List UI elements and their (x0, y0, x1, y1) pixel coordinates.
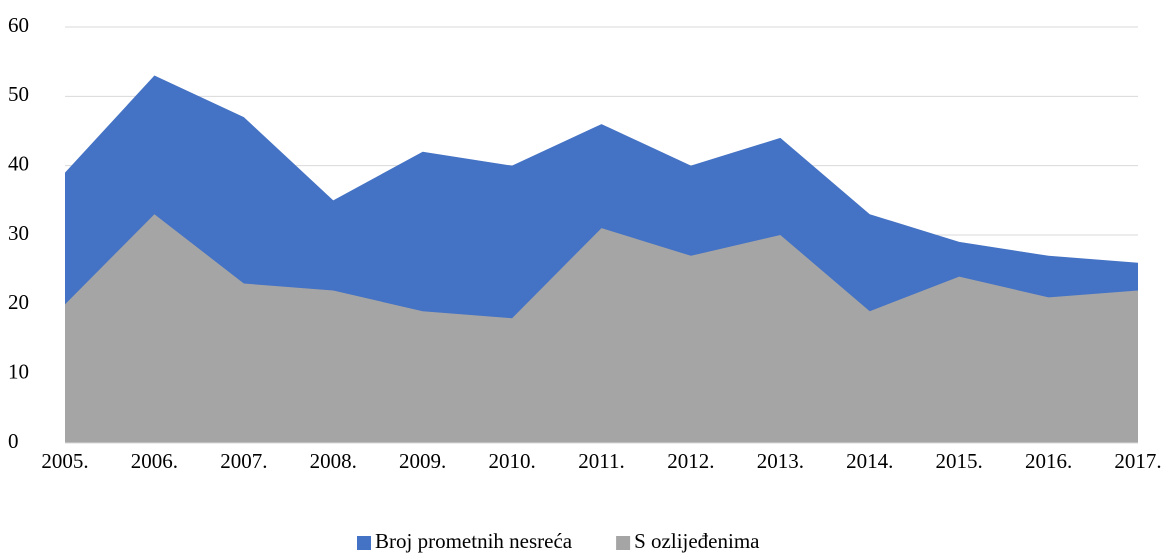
x-tick-label: 2006. (131, 449, 178, 473)
x-tick-label: 2005. (41, 449, 88, 473)
y-tick-label: 20 (8, 290, 29, 314)
legend-label: Broj prometnih nesreća (375, 529, 573, 553)
area (65, 214, 1138, 443)
y-tick-label: 50 (8, 82, 29, 106)
y-tick-label: 10 (8, 359, 29, 383)
x-tick-label: 2007. (220, 449, 267, 473)
x-tick-label: 2015. (936, 449, 983, 473)
y-tick-label: 40 (8, 151, 29, 175)
x-tick-label: 2016. (1025, 449, 1072, 473)
x-tick-label: 2011. (578, 449, 624, 473)
x-tick-label: 2008. (310, 449, 357, 473)
x-tick-label: 2014. (846, 449, 893, 473)
y-tick-label: 0 (8, 429, 19, 453)
x-tick-label: 2010. (488, 449, 535, 473)
x-tick-label: 2017. (1114, 449, 1161, 473)
x-tick-label: 2013. (757, 449, 804, 473)
y-tick-label: 30 (8, 221, 29, 245)
x-tick-label: 2012. (667, 449, 714, 473)
legend-swatch (616, 536, 631, 550)
x-tick-label: 2009. (399, 449, 446, 473)
legend-swatch (357, 536, 371, 550)
legend-label: S ozlijeđenima (634, 529, 760, 553)
y-tick-label: 60 (8, 13, 29, 37)
